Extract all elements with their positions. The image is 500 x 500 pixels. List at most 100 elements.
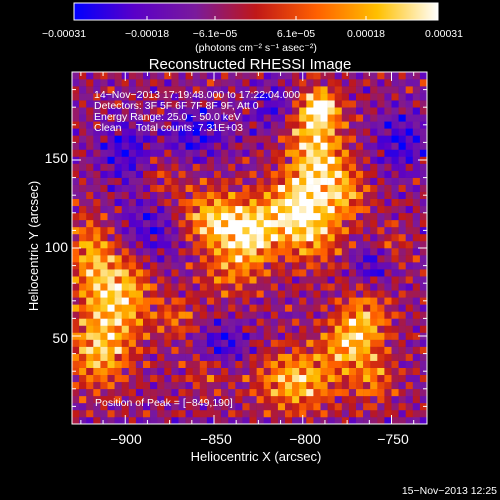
heatmap-cell <box>356 86 364 94</box>
heatmap-cell <box>164 290 172 298</box>
colorbar-unit-label: (photons cm⁻² s⁻¹ asec⁻²) <box>195 42 317 54</box>
heatmap-cell <box>192 339 201 347</box>
heatmap-cell <box>320 255 328 263</box>
heatmap-cell <box>270 114 279 122</box>
heatmap-cell <box>377 79 385 87</box>
heatmap-cell <box>221 374 229 383</box>
heatmap-cell <box>121 184 130 192</box>
heatmap-cell <box>235 212 243 221</box>
heatmap-cell <box>320 332 328 340</box>
heatmap-cell <box>249 135 257 143</box>
heatmap-cell <box>370 381 378 390</box>
heatmap-cell <box>171 367 179 376</box>
heatmap-cell <box>313 149 321 157</box>
heatmap-cell <box>292 374 300 383</box>
heatmap-cell <box>249 114 257 122</box>
heatmap-cell <box>391 128 399 136</box>
heatmap-cell <box>405 325 414 333</box>
heatmap-cell <box>398 177 406 185</box>
heatmap-cell <box>277 226 286 235</box>
heatmap-cell <box>93 149 101 157</box>
heatmap-cell <box>86 226 94 235</box>
heatmap-cell <box>384 198 392 207</box>
heatmap-cell <box>327 262 335 270</box>
heatmap-cell <box>270 262 279 270</box>
heatmap-cell <box>192 353 201 361</box>
heatmap-cell <box>93 262 101 270</box>
heatmap-cell <box>214 226 222 235</box>
heatmap-cell <box>235 367 243 376</box>
heatmap-cell <box>412 276 421 284</box>
heatmap-cell <box>79 135 87 143</box>
heatmap-cell <box>100 128 108 136</box>
heatmap-cell <box>164 72 172 80</box>
heatmap-cell <box>299 381 307 390</box>
heatmap-cell <box>341 128 350 136</box>
heatmap-cell <box>157 135 165 143</box>
heatmap-cell <box>199 388 208 397</box>
heatmap-cell <box>363 156 371 164</box>
heatmap-cell <box>228 170 236 178</box>
heatmap-cell <box>164 114 172 122</box>
heatmap-cell <box>398 255 406 263</box>
heatmap-cell <box>370 416 378 424</box>
heatmap-cell <box>242 72 250 80</box>
heatmap-cell <box>356 269 364 277</box>
heatmap-cell <box>370 198 378 207</box>
heatmap-cell <box>221 409 229 418</box>
heatmap-cell <box>292 318 300 326</box>
heatmap-cell <box>221 318 229 326</box>
heatmap-cell <box>348 304 357 312</box>
heatmap-cell <box>285 156 293 164</box>
heatmap-cell <box>143 325 151 333</box>
heatmap-cell <box>270 353 279 361</box>
heatmap-cell <box>206 198 215 207</box>
heatmap-cell <box>143 395 151 404</box>
heatmap-cell <box>341 269 350 277</box>
heatmap-cell <box>150 262 158 270</box>
heatmap-cell <box>157 142 165 150</box>
heatmap-cell <box>199 93 208 101</box>
heatmap-cell <box>164 388 172 397</box>
heatmap-cell <box>93 360 101 368</box>
heatmap-cell <box>164 248 172 256</box>
heatmap-cell <box>320 128 328 136</box>
heatmap-cell <box>320 240 328 249</box>
heatmap-cell <box>313 205 321 214</box>
heatmap-cell <box>79 269 87 277</box>
heatmap-cell <box>114 240 122 249</box>
heatmap-cell <box>185 86 193 94</box>
heatmap-cell <box>313 240 321 249</box>
heatmap-cell <box>370 269 378 277</box>
heatmap-cell <box>313 318 321 326</box>
heatmap-cell <box>263 93 272 101</box>
heatmap-cell <box>214 304 222 312</box>
heatmap-cell <box>370 233 378 242</box>
heatmap-cell <box>263 269 272 277</box>
heatmap-cell <box>128 409 137 418</box>
heatmap-cell <box>356 212 364 221</box>
heatmap-cell <box>334 255 343 263</box>
heatmap-cell <box>150 128 158 136</box>
heatmap-cell <box>356 72 364 80</box>
heatmap-cell <box>363 332 371 340</box>
heatmap-cell <box>192 149 201 157</box>
heatmap-cell <box>270 156 279 164</box>
heatmap-cell <box>320 311 328 319</box>
heatmap-cell <box>171 205 179 214</box>
heatmap-cell <box>263 339 272 347</box>
heatmap-cell <box>178 114 186 122</box>
heatmap-cell <box>199 128 208 136</box>
heatmap-cell <box>157 121 165 129</box>
heatmap-cell <box>235 135 243 143</box>
heatmap-cell <box>121 367 130 376</box>
heatmap-cell <box>277 290 286 298</box>
heatmap-cell <box>348 240 357 249</box>
heatmap-cell <box>235 198 243 207</box>
heatmap-cell <box>391 297 399 305</box>
heatmap-cell <box>356 121 364 129</box>
heatmap-cell <box>334 212 343 221</box>
heatmap-cell <box>192 367 201 376</box>
heatmap-cell <box>214 255 222 263</box>
heatmap-cell <box>221 198 229 207</box>
